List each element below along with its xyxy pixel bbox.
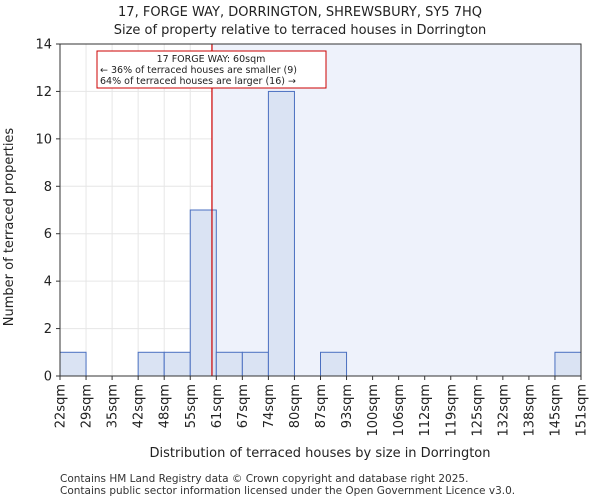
x-tick-label: 55sqm <box>184 384 199 428</box>
x-tick-label: 48sqm <box>158 384 173 428</box>
chart-subtitle: Size of property relative to terraced ho… <box>113 23 487 38</box>
y-tick-label: 10 <box>35 132 52 147</box>
histogram-bar <box>241 351 269 377</box>
histogram-bar <box>163 351 191 377</box>
y-tick-label: 14 <box>35 38 52 53</box>
histogram-bar <box>59 351 87 377</box>
y-axis-label: Number of terraced properties <box>2 128 17 327</box>
x-axis-label: Distribution of terraced houses by size … <box>149 446 490 461</box>
x-tick-label: 93sqm <box>340 384 355 428</box>
histogram-bar <box>215 351 243 377</box>
y-tick-label: 8 <box>44 180 52 195</box>
x-tick-label: 61sqm <box>210 384 225 428</box>
footer-line-1: Contains HM Land Registry data © Crown c… <box>60 473 469 485</box>
footer: Contains HM Land Registry data © Crown c… <box>60 473 515 497</box>
larger-properties-region <box>211 44 582 376</box>
title-block: 17, FORGE WAY, DORRINGTON, SHREWSBURY, S… <box>0 4 600 40</box>
y-tick-label: 0 <box>44 370 52 385</box>
x-tick-label: 145sqm <box>548 384 563 437</box>
axes <box>56 43 582 380</box>
x-tick-label: 119sqm <box>444 384 459 437</box>
x-tick-label: 112sqm <box>418 384 433 437</box>
y-tick-label: 2 <box>44 322 52 337</box>
x-tick-label: 132sqm <box>496 384 511 437</box>
x-tick-label: 67sqm <box>236 384 251 428</box>
histogram-bars <box>59 90 582 377</box>
x-tick-label: 106sqm <box>392 384 407 437</box>
y-tick-label: 4 <box>44 275 52 290</box>
x-tick-label: 42sqm <box>132 384 147 428</box>
x-tick-label: 151sqm <box>575 384 590 437</box>
y-tick-labels: 0 2 4 6 8 10 12 14 <box>35 38 52 385</box>
histogram-bar <box>137 351 165 377</box>
histogram-bar <box>554 351 582 377</box>
x-tick-label: 74sqm <box>262 384 277 428</box>
footer-line-2: Contains public sector information licen… <box>60 485 516 497</box>
x-tick-label: 100sqm <box>366 384 381 437</box>
annotation-line-3: 64% of terraced houses are larger (16) → <box>100 76 296 87</box>
x-tick-label: 80sqm <box>288 384 303 428</box>
x-tick-label: 138sqm <box>522 384 537 437</box>
x-tick-label: 35sqm <box>106 384 121 428</box>
y-tick-label: 6 <box>44 227 52 242</box>
x-tick-label: 22sqm <box>54 384 69 428</box>
x-tick-labels: 22sqm 29sqm 35sqm 42sqm 48sqm 55sqm 61sqm 67sqm… <box>54 384 590 437</box>
annotation-box-border <box>96 50 327 89</box>
annotation-line-2: ← 36% of terraced houses are smaller (9) <box>100 65 297 76</box>
x-tick-label: 29sqm <box>80 384 95 428</box>
chart-title: 17, FORGE WAY, DORRINGTON, SHREWSBURY, S… <box>118 5 482 20</box>
property-annotation: 17 FORGE WAY: 60sqm ← 36% of terraced ho… <box>96 50 327 89</box>
x-tick-label: 87sqm <box>314 384 329 428</box>
y-tick-label: 12 <box>35 85 52 100</box>
annotation-line-1: 17 FORGE WAY: 60sqm <box>157 54 266 65</box>
x-tick-label: 125sqm <box>470 384 485 437</box>
histogram-bar <box>267 90 295 377</box>
histogram-bar <box>320 351 348 377</box>
